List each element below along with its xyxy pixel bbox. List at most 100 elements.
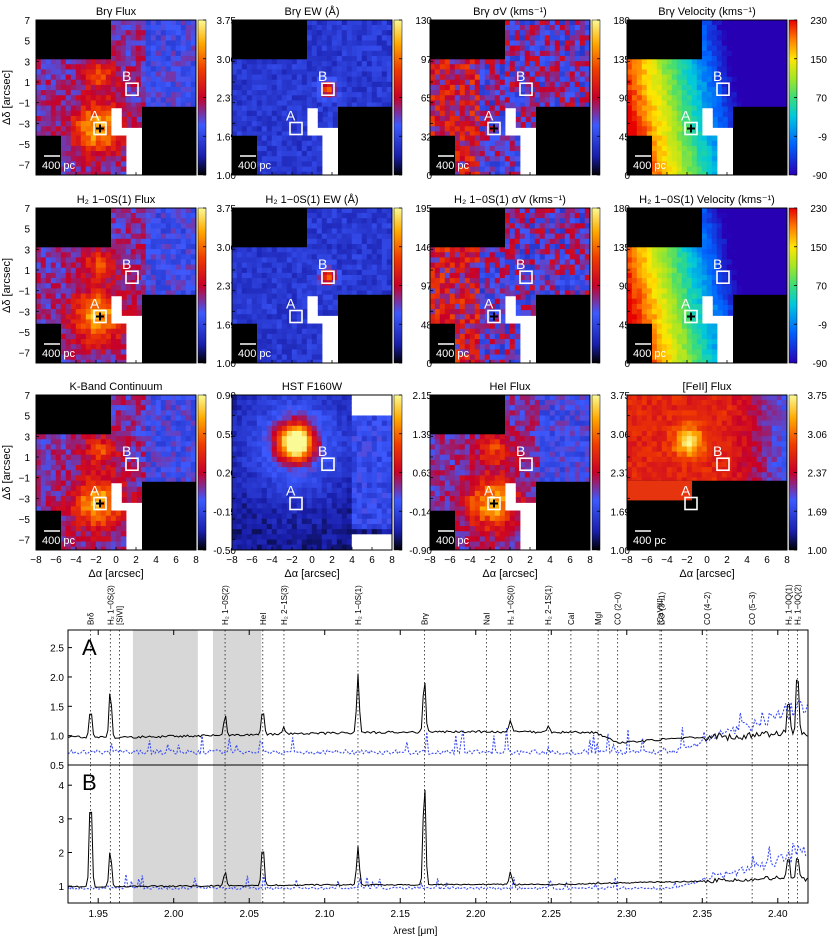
map-pixel: [256, 272, 263, 279]
map-pixel: [681, 105, 688, 112]
map-pixel: [301, 156, 308, 162]
map-pixel: [120, 264, 127, 271]
map-pixel: [716, 61, 723, 67]
map-pixel: [256, 90, 263, 96]
y-tick-label: −3: [19, 307, 31, 318]
map-pixel: [336, 102, 343, 109]
map-pixel: [676, 135, 683, 142]
map-pixel: [656, 166, 663, 173]
map-pixel: [155, 290, 162, 297]
map-pixel: [574, 55, 581, 62]
map-pixel: [311, 212, 318, 219]
map-pixel: [494, 151, 501, 157]
map-pixel: [60, 252, 67, 258]
map-pixel: [656, 278, 663, 284]
colorbar-tick-label: 1.00: [217, 359, 237, 370]
map-pixel: [286, 344, 293, 350]
map-pixel: [376, 24, 383, 31]
no-data-region: [142, 106, 196, 175]
map-pixel: [681, 267, 688, 274]
map-pixel: [564, 274, 571, 281]
map-pixel: [317, 111, 324, 118]
map-pixel: [90, 90, 97, 96]
map-pixel: [716, 86, 723, 93]
map-pixel: [316, 40, 323, 47]
map-pixel: [70, 161, 77, 168]
map-pixel: [316, 269, 323, 276]
map-pixel: [691, 151, 698, 157]
map-pixel: [306, 40, 313, 47]
map-pixel: [351, 55, 358, 62]
map-pixel: [666, 131, 673, 138]
map-pixel: [434, 288, 441, 295]
map-pixel: [494, 74, 501, 81]
map-pixel: [366, 61, 373, 67]
map-pixel: [296, 145, 303, 152]
map-pixel: [781, 30, 787, 36]
map-pixel: [246, 121, 253, 127]
map-pixel: [676, 262, 683, 269]
map-pixel: [726, 97, 733, 104]
map-pixel: [671, 303, 678, 310]
map-pixel: [554, 40, 561, 47]
map-pixel: [120, 228, 127, 235]
map-pixel: [125, 81, 132, 88]
map-pixel: [711, 151, 718, 157]
map-pixel: [494, 156, 501, 162]
map-pixel: [771, 35, 778, 42]
map-pixel: [331, 55, 338, 62]
map-pixel: [646, 303, 653, 310]
map-pixel: [489, 339, 496, 345]
map-pixel: [95, 100, 102, 107]
map-pixel: [539, 243, 546, 250]
map-pixel: [530, 122, 537, 128]
map-pixel: [746, 97, 753, 104]
map-pixel: [261, 298, 268, 305]
map-pixel: [681, 166, 688, 173]
map-pixel: [306, 35, 313, 42]
map-pixel: [60, 288, 67, 295]
map-pixel: [666, 166, 673, 173]
map-pixel: [316, 208, 323, 214]
map-pixel: [711, 86, 718, 93]
map-pixel: [641, 309, 648, 315]
map-pixel: [691, 257, 698, 264]
map-pixel: [539, 45, 546, 52]
map-pixel: [671, 84, 678, 91]
map-pixel: [296, 74, 303, 81]
map-pixel: [756, 81, 763, 88]
map-pixel: [266, 69, 273, 76]
map-pixel: [381, 76, 388, 83]
map-pixel: [232, 293, 238, 300]
map-pixel: [70, 309, 77, 315]
map-pixel: [185, 212, 192, 219]
map-pixel: [291, 126, 298, 132]
map-pixel: [479, 319, 486, 326]
map-pixel: [286, 74, 293, 81]
map-pixel: [241, 100, 248, 107]
map-pixel: [661, 247, 668, 253]
map-pixel: [681, 100, 688, 107]
map-pixel: [336, 71, 343, 78]
map-pixel: [55, 257, 62, 264]
map-pixel: [65, 359, 72, 363]
map-pixel: [554, 30, 561, 36]
map-pixel: [454, 344, 461, 350]
map-pixel: [641, 247, 648, 253]
map-pixel: [256, 59, 263, 65]
map-pixel: [371, 212, 378, 219]
map-pixel: [165, 20, 172, 26]
map-pixel: [686, 145, 693, 152]
map-pixel: [554, 249, 561, 255]
map-pixel: [291, 278, 298, 284]
map-pixel: [534, 264, 541, 271]
map-pixel: [45, 309, 52, 315]
map-pixel: [574, 102, 581, 109]
map-pixel: [386, 233, 392, 240]
map-pixel: [185, 269, 192, 276]
map-pixel: [100, 161, 107, 168]
map-pixel: [559, 290, 566, 297]
map-pixel: [60, 145, 67, 152]
map-pixel: [376, 45, 383, 52]
map-pixel: [494, 278, 501, 284]
